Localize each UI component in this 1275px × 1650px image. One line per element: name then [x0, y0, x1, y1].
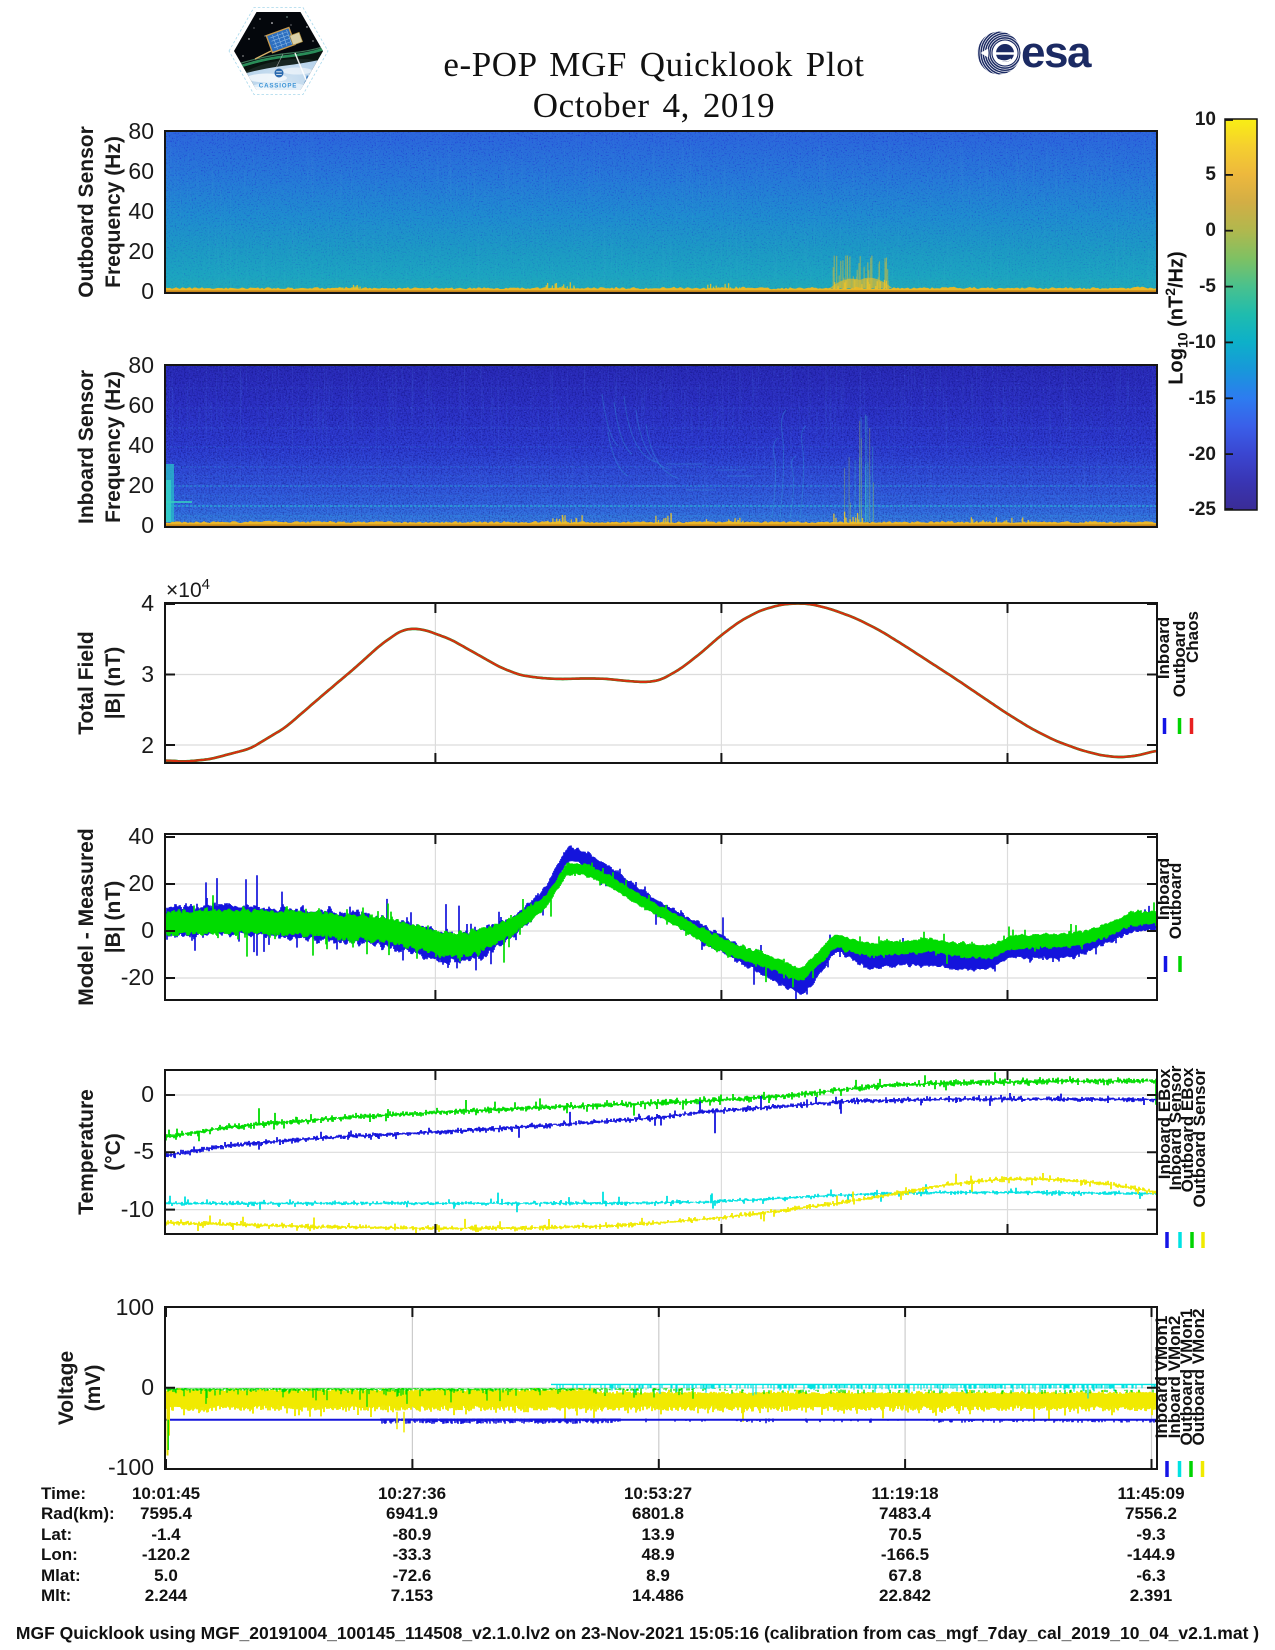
svg-text:esa: esa: [1021, 28, 1092, 77]
svg-text:CASSIOPE: CASSIOPE: [259, 83, 297, 90]
